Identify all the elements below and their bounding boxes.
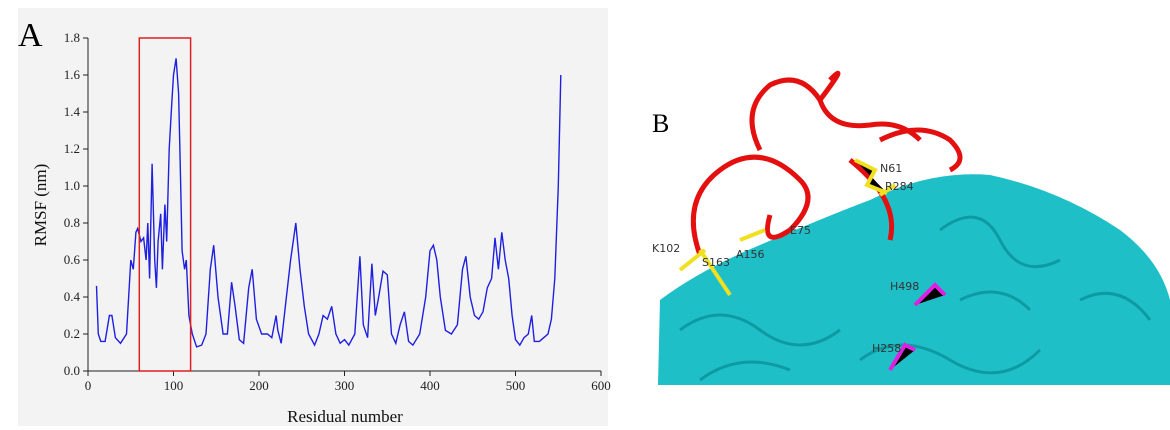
loop-region (690, 70, 963, 256)
y-tick-label: 1.6 (64, 67, 81, 82)
magenta-residues (888, 282, 947, 372)
x-tick-label: 400 (420, 378, 440, 393)
protein-body (658, 174, 1170, 385)
residue-label: H498 (890, 280, 919, 293)
panel-label: B (652, 109, 669, 138)
y-axis-title: RMSF (nm) (31, 164, 50, 247)
y-tick-label: 0.6 (64, 252, 81, 267)
x-tick-label: 0 (85, 378, 92, 393)
x-axis-title: Residual number (287, 407, 403, 426)
panel-a-background (18, 8, 608, 426)
x-tick-label: 500 (506, 378, 526, 393)
y-tick-label: 1.8 (64, 30, 80, 45)
y-tick-label: 0.0 (64, 363, 80, 378)
panel-label: A (18, 17, 43, 54)
x-tick-label: 100 (164, 378, 184, 393)
y-tick-label: 0.4 (64, 289, 81, 304)
rmsf-line (95, 58, 562, 348)
y-tick-label: 0.2 (64, 326, 80, 341)
protein-structure (658, 70, 1170, 385)
x-tick-label: 200 (249, 378, 269, 393)
residue-label: K102 (652, 242, 680, 255)
residue-label: R284 (885, 180, 914, 193)
residue-label: E75 (790, 224, 811, 237)
x-tick-label: 600 (591, 378, 611, 393)
y-tick-label: 1.4 (64, 104, 81, 119)
residue-label: A156 (736, 248, 765, 261)
residue-label: H258 (872, 342, 901, 355)
yellow-residues (678, 158, 897, 297)
y-tick-label: 1.0 (64, 178, 80, 193)
highlight-box (138, 37, 192, 372)
y-tick-label: 1.2 (64, 141, 80, 156)
residue-label: N61 (880, 162, 902, 175)
x-tick-label: 300 (335, 378, 355, 393)
residue-label: S163 (702, 256, 730, 269)
ribbon-shading (679, 215, 1152, 382)
y-tick-label: 0.8 (64, 215, 80, 230)
